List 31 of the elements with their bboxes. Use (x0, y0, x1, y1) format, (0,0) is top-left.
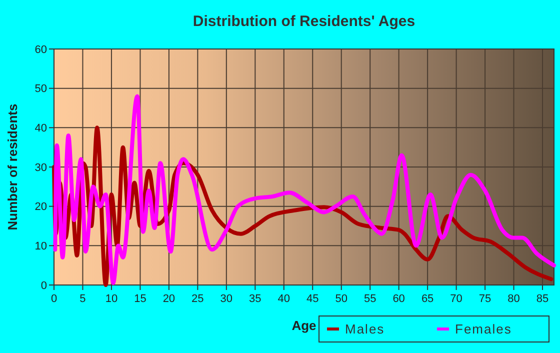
y-axis-title: Number of residents (5, 104, 20, 230)
x-axis-title: Age (292, 318, 316, 333)
x-tick-label: 5 (80, 293, 86, 305)
y-tick-label: 40 (34, 122, 47, 135)
x-tick-label: 75 (478, 293, 492, 305)
x-tick-label: 20 (162, 293, 176, 305)
x-tick-label: 65 (421, 293, 434, 305)
x-tick-label: 40 (278, 293, 290, 305)
x-tick-label: 15 (134, 293, 146, 305)
x-tick-label: 60 (392, 293, 405, 305)
x-tick-label: 80 (508, 293, 520, 305)
x-tick-label: 35 (249, 293, 262, 305)
x-tick-label: 25 (192, 293, 204, 305)
x-tick-label: 30 (220, 293, 233, 305)
y-tick-label: 0 (40, 280, 47, 292)
x-tick-label: 45 (306, 293, 319, 305)
y-tick-label: 60 (34, 44, 47, 56)
chart-title: Distribution of Residents' Ages (192, 13, 416, 30)
legend-label: Males (345, 322, 385, 337)
x-tick-label: 10 (105, 293, 118, 305)
x-tick-label: 55 (364, 293, 376, 305)
line-series (53, 94, 556, 286)
y-tick-label: 50 (34, 83, 47, 96)
x-tick-label: 50 (335, 293, 348, 305)
y-tick-label: 20 (34, 201, 47, 214)
x-tick-label: 85 (536, 293, 549, 305)
legend-label: Females (455, 322, 512, 337)
x-tick-label: 70 (450, 293, 462, 305)
y-tick-label: 30 (34, 162, 47, 174)
y-tick-label: 10 (34, 240, 47, 253)
x-tick-label: 0 (50, 293, 58, 305)
